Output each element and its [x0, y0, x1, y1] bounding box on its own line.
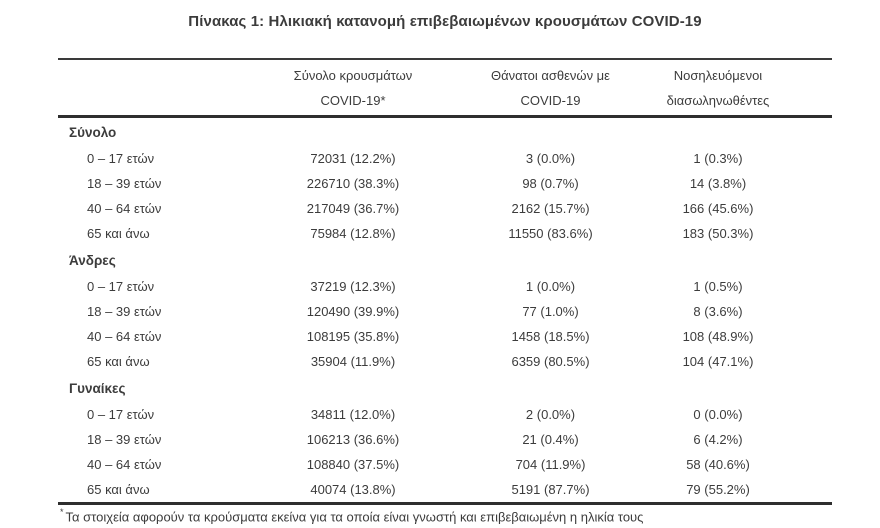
deaths-value: 1458 (18.5%) — [511, 329, 590, 344]
footnote-text: Τα στοιχεία αφορούν τα κρούσματα εκείνα … — [65, 509, 644, 525]
section-label: Γυναίκες — [69, 380, 126, 396]
table-row: 18 – 39 ετών 120490 (39.9%) 77 (1.0%) 8 (3.… — [58, 299, 832, 324]
table-row: 65 και άνω 35904 (11.9%) 6359 (80.5%) 104 (… — [58, 349, 832, 374]
cases-value: 226710 (38.3%) — [306, 176, 400, 191]
cases-value: 217049 (36.7%) — [306, 201, 400, 216]
intubated-value: 1 (0.3%) — [693, 151, 743, 166]
cases-value: 75984 (12.8%) — [310, 226, 396, 241]
header-intubated-line1: Νοσηλευόμενοι — [673, 67, 763, 83]
table-row: 18 – 39 ετών 106213 (36.6%) 21 (0.4%) 6 (4.… — [58, 427, 832, 452]
table-row: 0 – 17 ετών 34811 (12.0%) 2 (0.0%) 0 (0.0%) — [58, 402, 832, 427]
table-row: 40 – 64 ετών 108840 (37.5%) 704 (11.9%) 58 … — [58, 452, 832, 477]
intubated-value: 0 (0.0%) — [693, 407, 743, 422]
intubated-value: 166 (45.6%) — [682, 201, 754, 216]
table-row: 40 – 64 ετών 108195 (35.8%) 1458 (18.5%) 10… — [58, 324, 832, 349]
deaths-value: 3 (0.0%) — [525, 151, 576, 166]
header-deaths-line1: Θάνατοι ασθενών με — [491, 67, 610, 83]
header-deaths-line2: COVID-19 — [520, 92, 581, 108]
intubated-value: 79 (55.2%) — [686, 482, 750, 497]
age-label: 0 – 17 ετών — [87, 151, 155, 166]
section-header-row: Άνδρες — [58, 246, 832, 274]
table-title: Πίνακας 1: Ηλικιακή κατανομή επιβεβαιωμέ… — [188, 13, 702, 30]
cases-value: 72031 (12.2%) — [310, 151, 396, 166]
intubated-value: 108 (48.9%) — [682, 329, 754, 344]
deaths-value: 21 (0.4%) — [522, 432, 579, 447]
deaths-value: 5191 (87.7%) — [511, 482, 590, 497]
age-label: 65 και άνω — [87, 482, 150, 497]
deaths-value: 2162 (15.7%) — [511, 201, 590, 216]
deaths-value: 11550 (83.6%) — [508, 226, 593, 241]
age-label: 40 – 64 ετών — [87, 329, 162, 344]
intubated-value: 104 (47.1%) — [682, 354, 754, 369]
intubated-value: 8 (3.6%) — [693, 304, 743, 319]
age-label: 18 – 39 ετών — [87, 176, 162, 191]
section-header-row: Γυναίκες — [58, 374, 832, 402]
deaths-value: 704 (11.9%) — [515, 457, 586, 472]
table-header-row: Σύνολο κρουσμάτων COVID-19* Θάνατοι ασθε… — [58, 58, 832, 118]
table-row: 0 – 17 ετών 37219 (12.3%) 1 (0.0%) 1 (0.5%) — [58, 274, 832, 299]
age-label: 18 – 39 ετών — [87, 304, 162, 319]
age-label: 18 – 39 ετών — [87, 432, 162, 447]
intubated-value: 183 (50.3%) — [682, 226, 754, 241]
age-label: 40 – 64 ετών — [87, 201, 162, 216]
table-row: 65 και άνω 40074 (13.8%) 5191 (87.7%) 79 (5… — [58, 477, 832, 502]
header-intubated: Νοσηλευόμενοι διασωληνωθέντες — [623, 60, 813, 115]
intubated-value: 6 (4.2%) — [693, 432, 743, 447]
cases-value: 108840 (37.5%) — [306, 457, 400, 472]
deaths-value: 6359 (80.5%) — [511, 354, 590, 369]
table-body: Σύνολο 0 – 17 ετών 72031 (12.2%) 3 (0.0%) 1 … — [58, 118, 832, 502]
cases-value: 106213 (36.6%) — [306, 432, 400, 447]
header-spacer — [58, 60, 228, 115]
cases-value: 34811 (12.0%) — [310, 407, 396, 422]
covid-age-table: Σύνολο κρουσμάτων COVID-19* Θάνατοι ασθε… — [58, 58, 832, 524]
intubated-value: 1 (0.5%) — [693, 279, 743, 294]
cases-value: 35904 (11.9%) — [310, 354, 396, 369]
age-label: 65 και άνω — [87, 354, 150, 369]
section-label: Άνδρες — [69, 252, 116, 268]
cases-value: 37219 (12.3%) — [310, 279, 396, 294]
header-total-cases-line1: Σύνολο κρουσμάτων — [293, 67, 413, 83]
footnote: * Τα στοιχεία αφορούν τα κρούσματα εκείνα… — [58, 502, 832, 524]
intubated-value: 58 (40.6%) — [686, 457, 750, 472]
table-row: 18 – 39 ετών 226710 (38.3%) 98 (0.7%) 14 (3… — [58, 171, 832, 196]
deaths-value: 1 (0.0%) — [525, 279, 576, 294]
section-header-row: Σύνολο — [58, 118, 832, 146]
age-label: 40 – 64 ετών — [87, 457, 162, 472]
header-total-cases-line2: COVID-19* — [320, 92, 386, 108]
header-total-cases: Σύνολο κρουσμάτων COVID-19* — [228, 60, 478, 115]
table-row: 0 – 17 ετών 72031 (12.2%) 3 (0.0%) 1 (0.3%) — [58, 146, 832, 171]
deaths-value: 98 (0.7%) — [522, 176, 579, 191]
intubated-value: 14 (3.8%) — [689, 176, 747, 191]
age-label: 0 – 17 ετών — [87, 407, 155, 422]
header-intubated-line2: διασωληνωθέντες — [666, 92, 770, 108]
section-label: Σύνολο — [69, 124, 117, 140]
footnote-marker: * — [60, 507, 64, 517]
age-label: 0 – 17 ετών — [87, 279, 155, 294]
cases-value: 108195 (35.8%) — [306, 329, 400, 344]
table-row: 65 και άνω 75984 (12.8%) 11550 (83.6%) 183 … — [58, 221, 832, 246]
cases-value: 40074 (13.8%) — [310, 482, 396, 497]
header-deaths: Θάνατοι ασθενών με COVID-19 — [478, 60, 623, 115]
deaths-value: 77 (1.0%) — [522, 304, 579, 319]
table-row: 40 – 64 ετών 217049 (36.7%) 2162 (15.7%) 16… — [58, 196, 832, 221]
deaths-value: 2 (0.0%) — [525, 407, 576, 422]
cases-value: 120490 (39.9%) — [306, 304, 400, 319]
age-label: 65 και άνω — [87, 226, 150, 241]
header-filler — [813, 60, 832, 115]
